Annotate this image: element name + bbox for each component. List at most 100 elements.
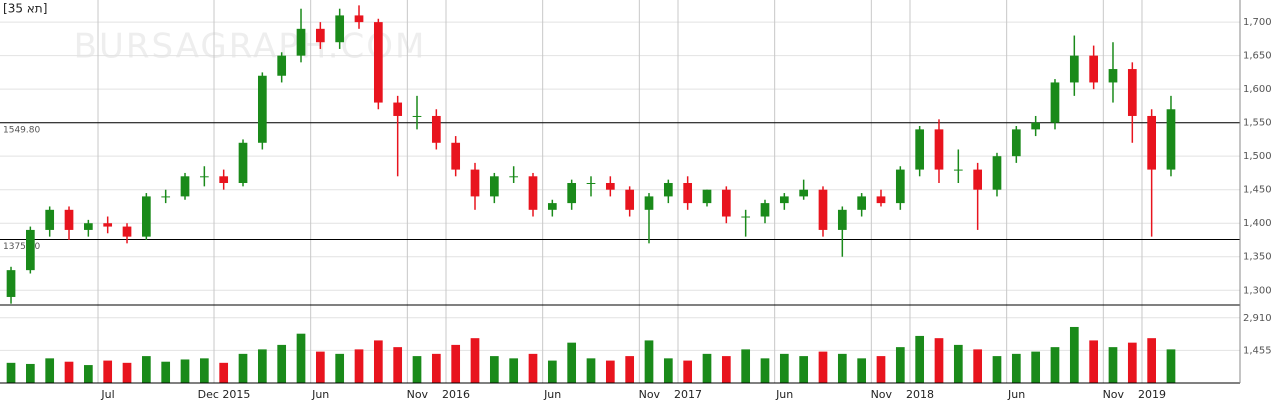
- candle-body: [567, 183, 577, 204]
- candle-body: [6, 270, 16, 297]
- volume-bar: [1147, 338, 1156, 383]
- candle-body: [547, 203, 557, 210]
- volume-bar: [1031, 351, 1041, 383]
- volume-bar: [335, 353, 345, 383]
- y-tick-label: 1,300: [1243, 285, 1272, 296]
- volume-bar: [354, 349, 364, 383]
- volume-bar: [547, 360, 557, 383]
- candle-body: [161, 196, 171, 198]
- volume-bar: [1108, 347, 1118, 383]
- volume-bar: [528, 353, 538, 383]
- volume-bar: [683, 360, 693, 383]
- volume-bar: [857, 358, 867, 383]
- candle-body: [837, 209, 847, 230]
- volume-bar: [992, 356, 1002, 383]
- y-tick-label: 1,500: [1243, 151, 1272, 162]
- candle-body: [973, 169, 983, 190]
- candle-body: [683, 183, 693, 204]
- candle-body: [489, 176, 499, 197]
- x-tick-label: 2017: [674, 388, 702, 401]
- candle-body: [876, 196, 886, 204]
- candle-body: [1031, 122, 1041, 130]
- volume-tick-label: 1,455: [1243, 345, 1272, 356]
- candle-body: [1011, 129, 1021, 157]
- volume-bar: [586, 358, 596, 383]
- candle-body: [509, 176, 519, 178]
- reference-label: 1549.80: [3, 125, 40, 135]
- volume-bar: [412, 356, 422, 383]
- candle-body: [528, 176, 538, 210]
- candle-body: [625, 189, 635, 210]
- x-tick-label: 2018: [906, 388, 934, 401]
- y-tick-label: 1,600: [1243, 84, 1272, 95]
- volume-bar: [799, 356, 809, 383]
- volume-bar: [702, 353, 712, 383]
- candle-body: [277, 55, 287, 76]
- volume-bar: [161, 361, 171, 383]
- volume-bar: [934, 338, 944, 383]
- x-tick-label: Jun: [775, 388, 793, 401]
- y-tick-label: 1,700: [1243, 17, 1272, 28]
- volume-bar: [373, 340, 383, 383]
- candle-body: [219, 176, 229, 183]
- y-tick-label: 1,400: [1243, 218, 1272, 229]
- candle-body: [180, 176, 190, 197]
- volume-bar: [953, 344, 963, 383]
- candle-body: [799, 189, 809, 197]
- candle-body: [586, 183, 596, 184]
- candle-body: [915, 129, 925, 170]
- candle-body: [702, 189, 712, 204]
- marks: [6, 5, 1176, 383]
- candle-body: [605, 183, 615, 190]
- volume-bar: [180, 359, 190, 383]
- volume-bar: [1127, 342, 1137, 383]
- volume-bar: [257, 349, 267, 383]
- candle-body: [1069, 55, 1079, 83]
- candle-body: [84, 223, 93, 230]
- y-tick-label: 1,350: [1243, 252, 1272, 263]
- x-tick-label: 2016: [442, 388, 470, 401]
- volume-bar: [837, 353, 847, 383]
- volume-bar: [1166, 349, 1176, 383]
- reference-label: 1375.70: [3, 242, 40, 252]
- volume-bar: [199, 358, 209, 383]
- candle-body: [45, 209, 55, 230]
- x-tick-label: Dec 2015: [198, 388, 251, 401]
- volume-bar: [1089, 340, 1099, 383]
- volume-bar: [895, 347, 905, 383]
- volume-bar: [26, 363, 35, 383]
- candle-body: [1127, 69, 1137, 116]
- candle-body: [934, 129, 944, 170]
- candle-body: [335, 15, 345, 43]
- volume-bar: [779, 353, 789, 383]
- volume-bar: [393, 347, 403, 383]
- volume-bar: [509, 358, 519, 383]
- x-tick-label: Jun: [1007, 388, 1025, 401]
- x-tick-label: Jun: [543, 388, 561, 401]
- candle-body: [721, 189, 731, 217]
- candle-body: [818, 189, 828, 230]
- volume-bar: [605, 360, 615, 383]
- candle-body: [1147, 115, 1156, 170]
- volume-bar: [973, 349, 983, 383]
- y-tick-label: 1,450: [1243, 185, 1272, 196]
- volume-bar: [64, 361, 74, 383]
- volume-bar: [122, 362, 132, 383]
- volume-bar: [644, 340, 654, 383]
- volume-tick-label: 2,910: [1243, 313, 1272, 324]
- volume-bar: [915, 335, 925, 383]
- volume-bar: [876, 356, 886, 383]
- candle-body: [373, 22, 383, 103]
- candle-body: [1166, 109, 1176, 170]
- x-tick-label: Nov: [639, 388, 661, 401]
- candle-body: [663, 183, 673, 197]
- candle-body: [451, 142, 461, 170]
- volume-bar: [1050, 347, 1060, 383]
- candle-body: [779, 196, 789, 204]
- candle-body: [354, 15, 364, 23]
- candle-body: [1050, 82, 1060, 123]
- volume-bar: [567, 342, 577, 383]
- candle-body: [857, 196, 867, 210]
- candle-body: [644, 196, 654, 210]
